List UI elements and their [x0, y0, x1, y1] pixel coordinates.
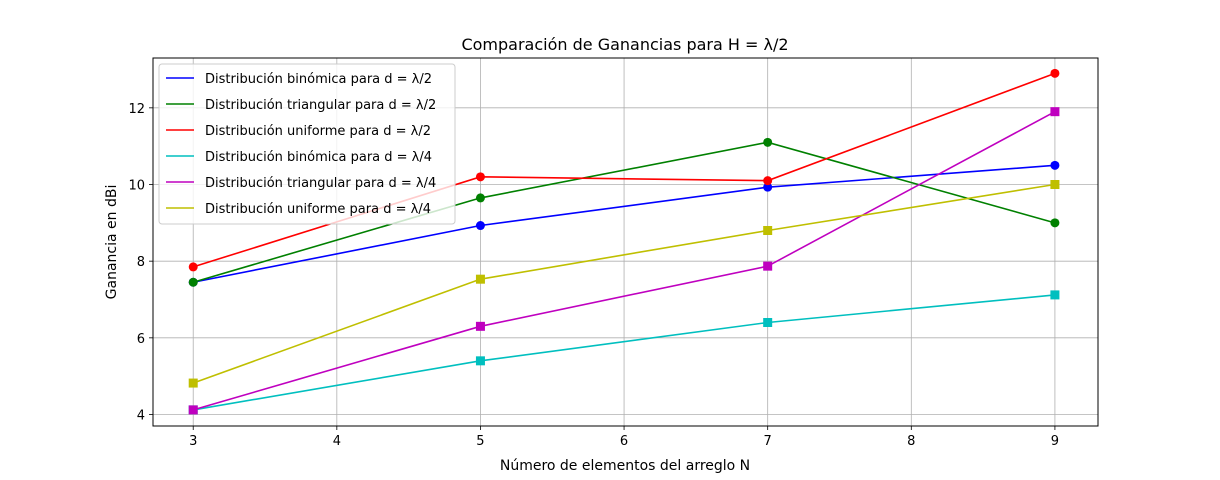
legend-item: Distribución triangular para d = λ/2 [166, 98, 436, 113]
data-point-square [763, 261, 773, 271]
data-point-circle [188, 262, 198, 272]
x-axis: 3 4 5 6 7 8 9 [189, 426, 1059, 449]
data-point-circle [475, 193, 485, 203]
legend-item: Distribución uniforme para d = λ/2 [166, 124, 431, 139]
x-tick-label: 6 [620, 434, 628, 449]
data-point-square [1050, 107, 1060, 117]
data-point-circle [475, 172, 485, 182]
data-point-square [1050, 290, 1060, 300]
legend-item: Distribución binómica para d = λ/4 [166, 150, 432, 165]
data-point-circle [475, 221, 485, 231]
legend-label: Distribución binómica para d = λ/2 [205, 72, 432, 87]
data-point-circle [763, 182, 773, 192]
data-point-square [475, 321, 485, 331]
y-axis-label: Ganancia en dBi [104, 185, 120, 300]
data-point-circle [763, 176, 773, 186]
y-tick-label: 6 [137, 332, 145, 347]
data-point-square [188, 405, 198, 415]
y-tick-label: 12 [128, 102, 145, 117]
data-point-square [763, 226, 773, 235]
legend: Distribución binómica para d = λ/2 Distri… [158, 63, 456, 225]
series-line [193, 294, 1055, 411]
x-tick-label: 8 [907, 434, 915, 449]
x-tick-label: 7 [764, 434, 772, 449]
legend-label: Distribución triangular para d = λ/4 [205, 176, 436, 191]
plot-frame [152, 57, 1099, 427]
data-point-square [475, 274, 485, 284]
legend-label: Distribución uniforme para d = λ/4 [205, 202, 431, 217]
x-tick-label: 9 [1051, 434, 1059, 449]
data-point-square [475, 356, 485, 366]
data-point-circle [188, 277, 198, 287]
legend-box [158, 63, 456, 225]
legend-label: Distribución binómica para d = λ/4 [205, 150, 432, 165]
series-5 [188, 107, 1060, 415]
legend-item: Distribución uniforme para d = λ/4 [166, 202, 431, 217]
data-point-square [188, 378, 198, 388]
y-tick-label: 4 [137, 409, 145, 424]
data-point-square [1050, 180, 1060, 189]
series-line [192, 141, 1056, 284]
legend-item: Distribución triangular para d = λ/4 [166, 176, 436, 191]
data-point-circle [1050, 68, 1060, 78]
x-tick-label: 5 [476, 434, 484, 449]
data-point-circle [1050, 218, 1060, 228]
y-axis: 4 6 8 10 12 [128, 102, 153, 424]
data-point-circle [1050, 160, 1060, 170]
legend-label: Distribución uniforme para d = λ/2 [205, 124, 431, 139]
series-6 [188, 180, 1060, 388]
x-tick-label: 3 [189, 434, 197, 449]
series-line [192, 110, 1056, 411]
data-point-circle [763, 137, 773, 147]
series-line [192, 183, 1056, 384]
data-point-square [763, 318, 773, 327]
series-line [193, 164, 1055, 284]
x-tick-label: 4 [333, 434, 341, 449]
series-2 [188, 137, 1060, 287]
y-tick-label: 8 [137, 255, 145, 270]
y-tick-label: 10 [128, 179, 145, 194]
x-axis-label: Número de elementos del arreglo N [500, 458, 750, 474]
legend-label: Distribución triangular para d = λ/2 [205, 98, 436, 113]
legend-item: Distribución binómica para d = λ/2 [166, 72, 432, 87]
chart-title: Comparación de Ganancias para H = λ/2 [461, 35, 788, 54]
